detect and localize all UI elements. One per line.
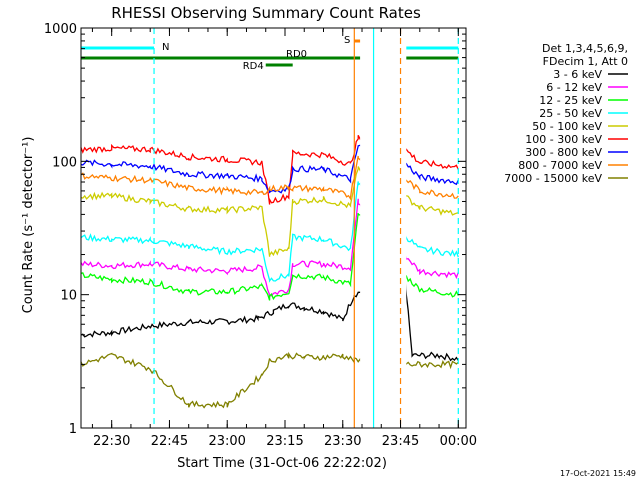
legend-entry-label: 25 - 50 keV — [539, 107, 602, 120]
legend-entry-label: 100 - 300 keV — [525, 133, 602, 146]
legend-header-line: Det 1,3,4,5,6,9, — [542, 42, 628, 55]
marker-lines — [153, 28, 459, 428]
legend: Det 1,3,4,5,6,9,FDecim 1, Att 03 - 6 keV… — [504, 42, 628, 185]
legend-entry-label: 800 - 7000 keV — [518, 159, 602, 172]
y-tick-label: 100 — [52, 155, 77, 170]
legend-entry-label: 3 - 6 keV — [553, 68, 602, 81]
legend-entry-label: 7000 - 15000 keV — [504, 172, 602, 185]
data-gap — [360, 29, 407, 427]
legend-entry-label: 12 - 25 keV — [539, 94, 602, 107]
plot-frame — [80, 27, 467, 429]
x-tick-label: 23:30 — [324, 434, 361, 449]
x-tick-label: 23:45 — [382, 434, 419, 449]
state-bar-label: S — [344, 35, 350, 46]
x-tick-label: 23:15 — [266, 434, 303, 449]
legend-entry-label: 50 - 100 keV — [532, 120, 602, 133]
y-tick-label: 1000 — [44, 22, 77, 37]
series-lines — [80, 29, 459, 427]
chart-title: RHESSI Observing Summary Count Rates — [111, 4, 421, 22]
x-tick-label: 22:30 — [93, 434, 130, 449]
legend-entry-label: 300 - 800 keV — [525, 146, 602, 159]
x-tick-label: 23:00 — [208, 434, 245, 449]
y-tick-label: 10 — [60, 289, 77, 304]
x-axis-label: Start Time (31-Oct-06 22:22:02) — [177, 456, 387, 471]
y-tick-label: 1 — [69, 422, 77, 437]
state-bar-label: RD4 — [243, 61, 264, 72]
state-bar-label: N — [162, 42, 169, 53]
axes: 1 10 100 1000 22:30 22:45 23:00 23:15 23:30 23:45… — [44, 22, 477, 449]
legend-header-line: FDecim 1, Att 0 — [543, 55, 628, 68]
timestamp-label: 17-Oct-2021 15:49 — [560, 469, 636, 478]
state-bar-label: RD0 — [286, 49, 307, 60]
y-axis-label: Count Rate (s⁻¹ detector⁻¹) — [21, 137, 36, 314]
x-tick-label: 22:45 — [151, 434, 188, 449]
legend-entry-label: 6 - 12 keV — [546, 81, 602, 94]
x-tick-label: 00:00 — [440, 434, 477, 449]
